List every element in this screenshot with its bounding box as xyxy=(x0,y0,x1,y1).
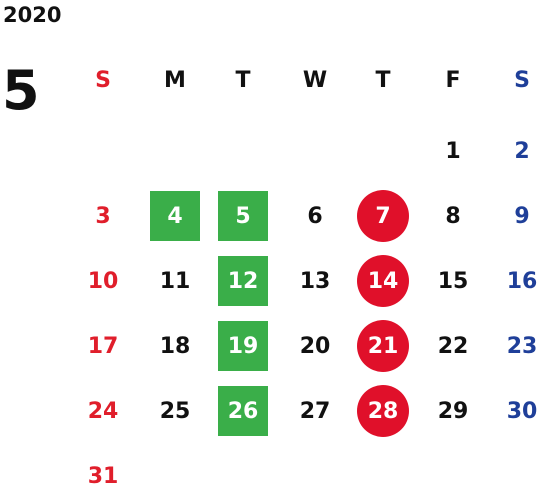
calendar-day-9[interactable]: 9 xyxy=(494,191,548,241)
weekday-header: T xyxy=(235,67,251,93)
weekday-header: T xyxy=(375,67,391,93)
calendar-day-7[interactable]: 7 xyxy=(355,190,411,242)
day-number: 22 xyxy=(437,333,469,359)
calendar-day-26[interactable]: 26 xyxy=(215,386,271,436)
day-number: 3 xyxy=(95,203,111,229)
calendar-day-22[interactable]: 22 xyxy=(425,321,481,371)
day-number: 8 xyxy=(445,203,461,229)
calendar-day-29[interactable]: 29 xyxy=(425,386,481,436)
day-number: 24 xyxy=(87,398,119,424)
day-number: 15 xyxy=(437,268,469,294)
calendar-day-8[interactable]: 8 xyxy=(425,191,481,241)
calendar-day-31[interactable]: 31 xyxy=(75,451,131,501)
day-number: 28 xyxy=(367,398,399,424)
weekday-header: M xyxy=(164,67,186,93)
calendar-day-27[interactable]: 27 xyxy=(287,386,343,436)
calendar-day-10[interactable]: 10 xyxy=(75,256,131,306)
calendar-day-3[interactable]: 3 xyxy=(75,191,131,241)
day-number: 21 xyxy=(367,333,399,359)
day-number: 19 xyxy=(227,333,259,359)
calendar-day-4[interactable]: 4 xyxy=(147,191,203,241)
day-number: 9 xyxy=(514,203,530,229)
day-number: 6 xyxy=(307,203,323,229)
day-number: 12 xyxy=(227,268,259,294)
day-number: 4 xyxy=(167,203,183,229)
day-number: 17 xyxy=(87,333,119,359)
day-number: 20 xyxy=(299,333,331,359)
day-number: 16 xyxy=(506,268,538,294)
calendar-day-16[interactable]: 16 xyxy=(494,256,548,306)
calendar-day-19[interactable]: 19 xyxy=(215,321,271,371)
calendar-day-6[interactable]: 6 xyxy=(287,191,343,241)
calendar-day-2[interactable]: 2 xyxy=(494,126,548,176)
calendar-day-21[interactable]: 21 xyxy=(355,320,411,372)
calendar-day-25[interactable]: 25 xyxy=(147,386,203,436)
calendar-day-5[interactable]: 5 xyxy=(215,191,271,241)
calendar-day-17[interactable]: 17 xyxy=(75,321,131,371)
calendar-day-15[interactable]: 15 xyxy=(425,256,481,306)
day-number: 30 xyxy=(506,398,538,424)
day-number: 27 xyxy=(299,398,331,424)
day-number: 13 xyxy=(299,268,331,294)
day-number: 18 xyxy=(159,333,191,359)
weekday-header: F xyxy=(445,67,461,93)
calendar-day-1[interactable]: 1 xyxy=(425,126,481,176)
calendar-day-20[interactable]: 20 xyxy=(287,321,343,371)
day-number: 25 xyxy=(159,398,191,424)
calendar-day-23[interactable]: 23 xyxy=(494,321,548,371)
day-number: 5 xyxy=(235,203,251,229)
calendar-day-13[interactable]: 13 xyxy=(287,256,343,306)
day-number: 31 xyxy=(87,463,119,489)
day-number: 10 xyxy=(87,268,119,294)
calendar-day-11[interactable]: 11 xyxy=(147,256,203,306)
calendar-day-30[interactable]: 30 xyxy=(494,386,548,436)
calendar-day-14[interactable]: 14 xyxy=(355,255,411,307)
day-number: 1 xyxy=(445,138,461,164)
calendar-day-12[interactable]: 12 xyxy=(215,256,271,306)
day-number: 7 xyxy=(375,203,391,229)
day-number: 2 xyxy=(514,138,530,164)
weekday-header: W xyxy=(302,67,328,93)
year-label: 2020 xyxy=(3,3,62,27)
day-number: 26 xyxy=(227,398,259,424)
day-number: 23 xyxy=(506,333,538,359)
calendar-day-18[interactable]: 18 xyxy=(147,321,203,371)
calendar-day-24[interactable]: 24 xyxy=(75,386,131,436)
weekday-header: S xyxy=(95,67,111,93)
day-number: 29 xyxy=(437,398,469,424)
month-number: 5 xyxy=(2,59,40,122)
calendar-day-28[interactable]: 28 xyxy=(355,385,411,437)
weekday-header: S xyxy=(514,67,530,93)
day-number: 11 xyxy=(159,268,191,294)
day-number: 14 xyxy=(367,268,399,294)
